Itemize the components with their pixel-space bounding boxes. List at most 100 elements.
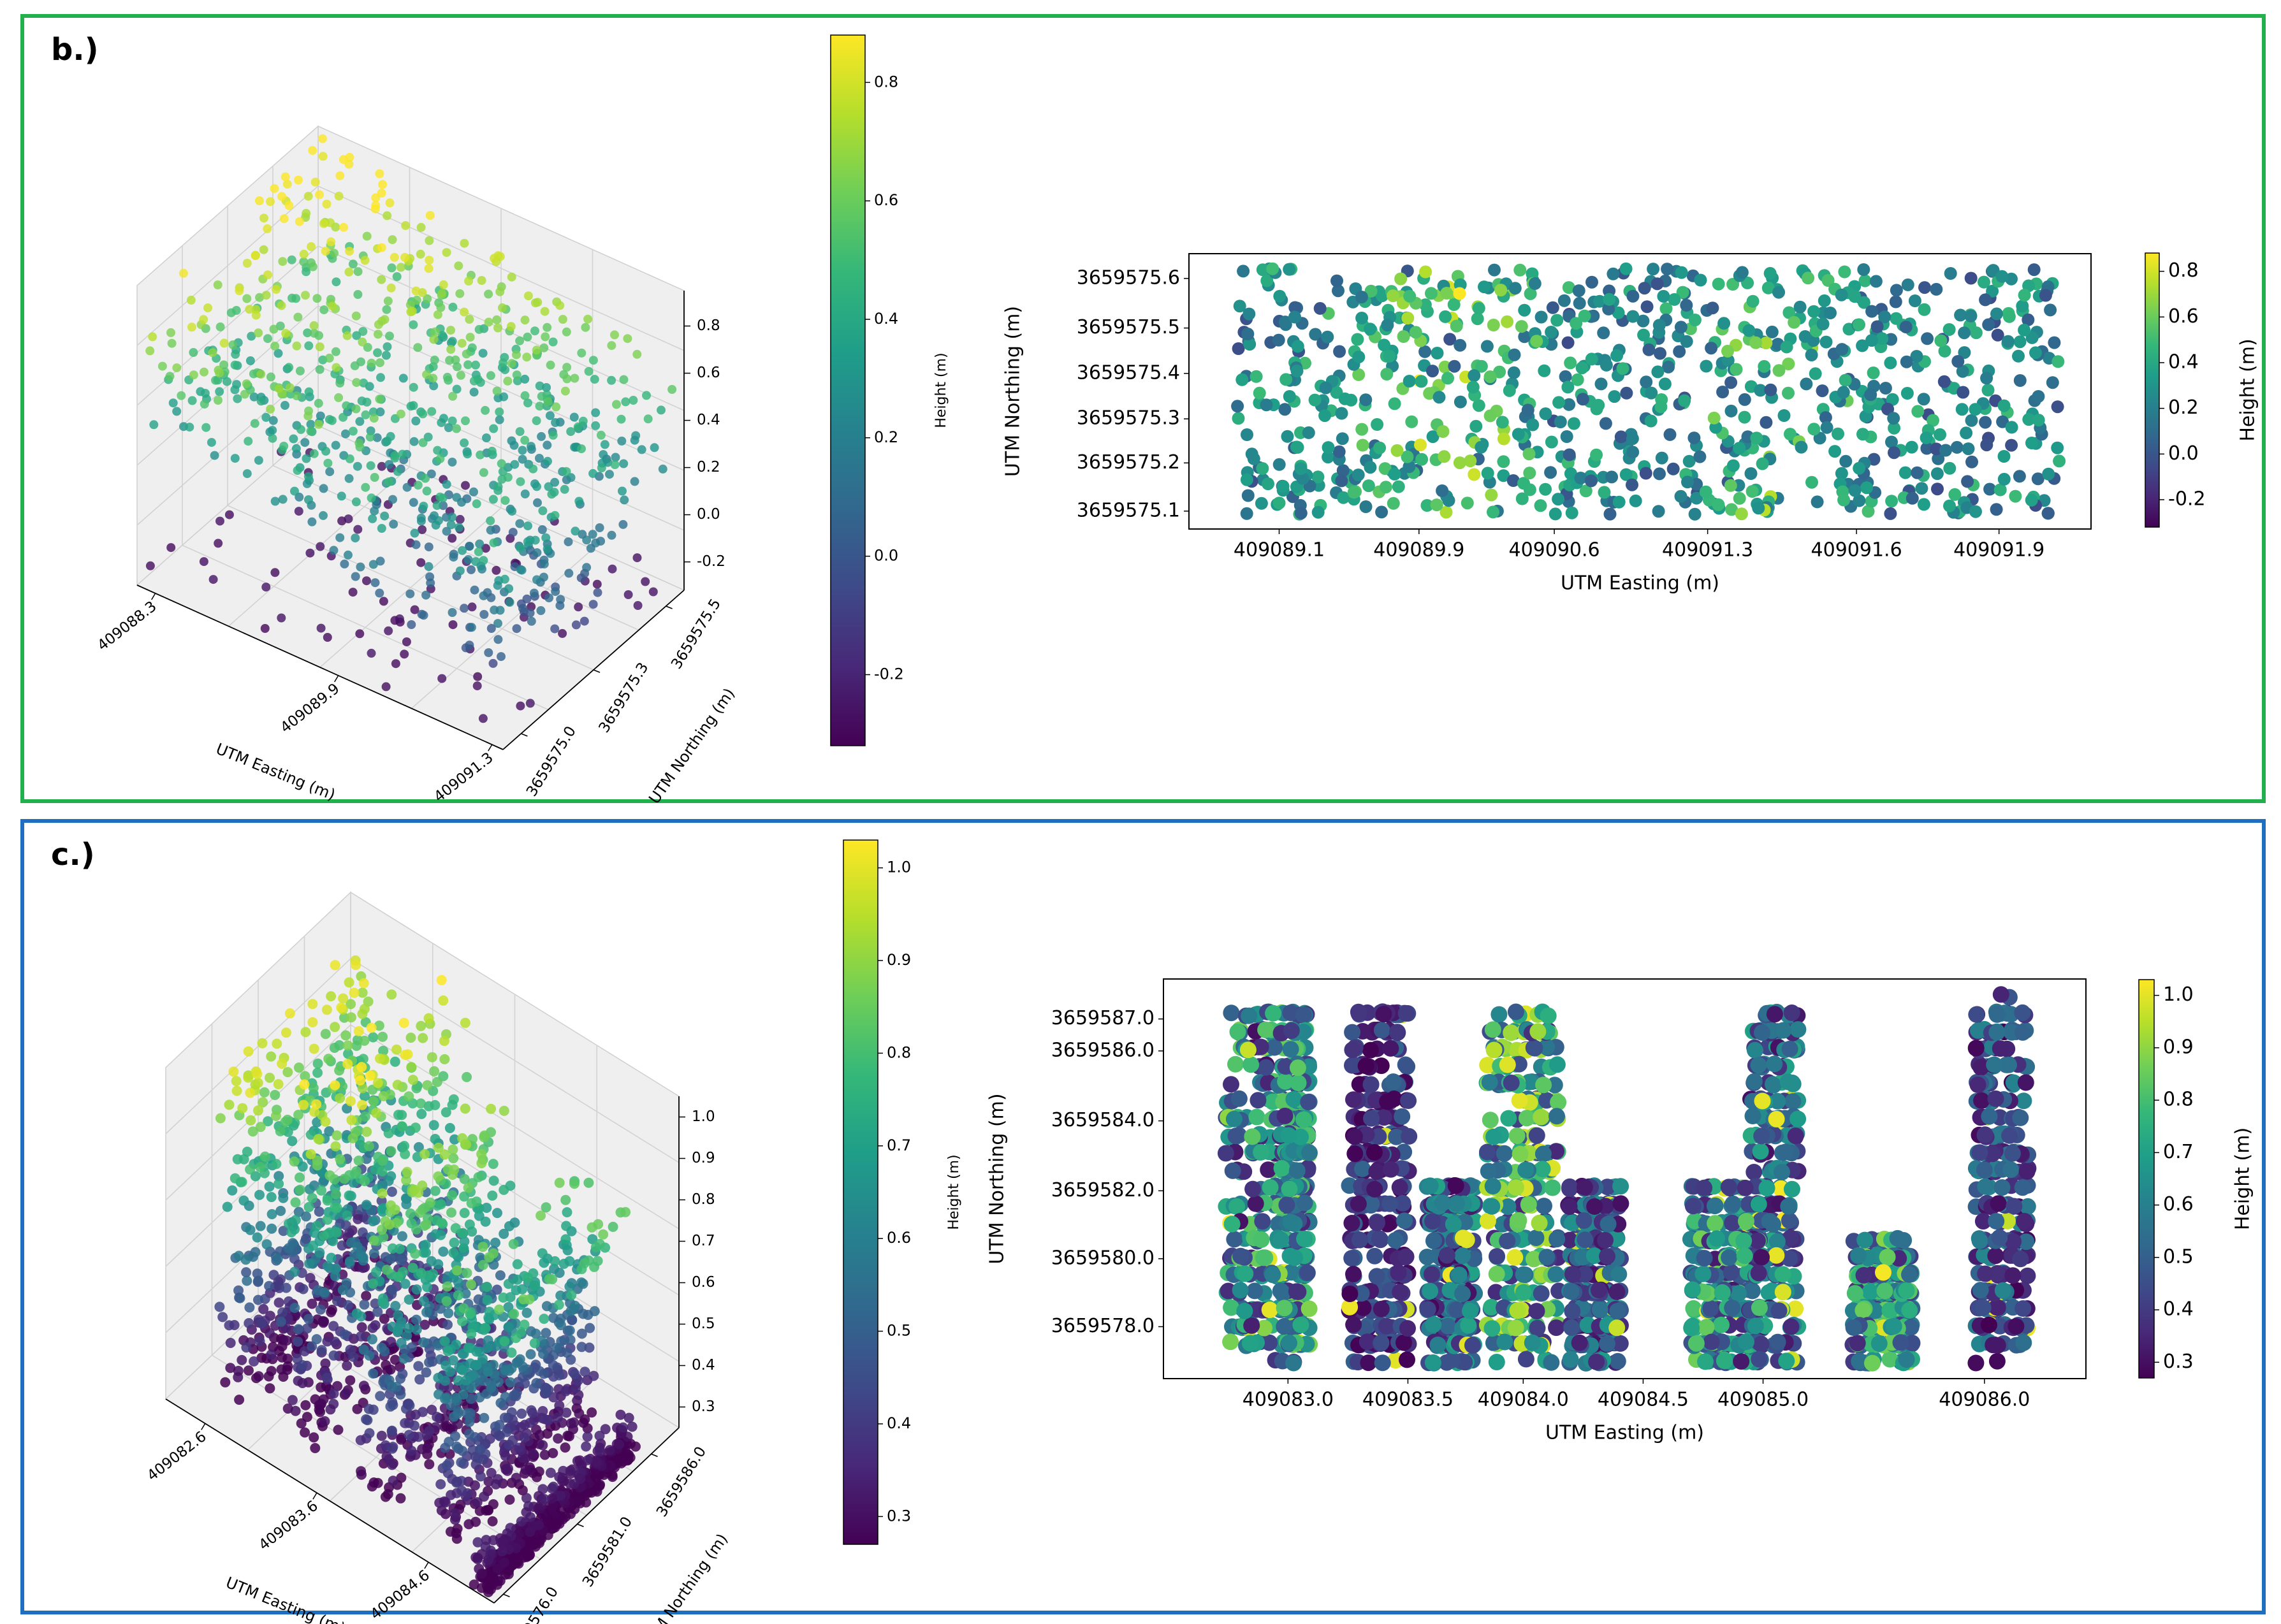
scatter-point [2048, 336, 2061, 349]
scatter-point [1805, 475, 1818, 489]
scatter-point [1574, 472, 1587, 484]
scatter-point [1655, 451, 1668, 465]
scatter-point [308, 1082, 319, 1093]
scatter-point [430, 355, 439, 365]
scatter-point [623, 334, 632, 344]
scatter-point [377, 1031, 388, 1042]
scatter-point [512, 1274, 523, 1285]
scatter-point [426, 469, 436, 479]
scatter-point [1889, 295, 1902, 308]
scatter-point [467, 1226, 477, 1237]
scatter-point [315, 342, 324, 352]
scatter-point [564, 537, 573, 547]
scatter-point [242, 379, 251, 389]
scatter-point [1552, 396, 1566, 409]
scatter-point [307, 242, 316, 251]
scatter-point [324, 353, 334, 363]
scatter-point [1590, 402, 1603, 416]
scatter-point [351, 960, 361, 970]
scatter-point [642, 391, 651, 400]
scatter-point [487, 1516, 498, 1526]
scatter-point [581, 1441, 592, 1452]
scatter-point [449, 1237, 460, 1248]
scatter-point [1499, 1198, 1517, 1215]
scatter-point [487, 1190, 498, 1201]
scatter-point [1693, 450, 1707, 463]
scatter-point [457, 338, 467, 348]
scatter-point [516, 477, 525, 486]
scatter-point [385, 1364, 396, 1375]
scatter-point [275, 1316, 286, 1327]
scatter-point [1616, 362, 1629, 375]
scatter-point [448, 416, 457, 426]
scatter-point [200, 367, 208, 377]
scatter-point [277, 192, 286, 201]
scatter-point [422, 486, 432, 496]
scatter-point [230, 385, 240, 395]
scatter-point [315, 1304, 326, 1315]
scatter-point [465, 542, 474, 551]
scatter-point [342, 1210, 353, 1221]
scatter-point [1431, 347, 1444, 359]
scatter-point [548, 1481, 558, 1492]
scatter-point [460, 1103, 470, 1114]
z-tick-label: 0.3 [692, 1398, 715, 1415]
scatter-point [339, 412, 348, 422]
y-axis-label: UTM Northing (m) [638, 1530, 731, 1624]
scatter-point [425, 236, 434, 245]
scatter-point [505, 1377, 516, 1388]
scatter-point [1478, 280, 1490, 294]
scatter-point [520, 374, 530, 384]
scatter-point [406, 402, 416, 411]
scatter-point [369, 414, 379, 423]
scatter-point [299, 1079, 310, 1090]
scatter-point [472, 1554, 483, 1565]
scatter-point [1517, 477, 1530, 490]
scatter-point [562, 1207, 572, 1217]
scatter-point [215, 516, 224, 526]
scatter-point [1798, 330, 1812, 343]
scatter-point [372, 1078, 383, 1089]
scatter-point [465, 315, 474, 324]
scatter-point [1513, 263, 1527, 277]
scatter-point [1969, 505, 1982, 518]
scatter-point [458, 546, 467, 555]
scatter-point [1942, 323, 1956, 336]
scatter-point [462, 1408, 472, 1419]
scatter-point [310, 1443, 321, 1453]
scatter-point [1856, 428, 1869, 441]
scatter-point [302, 1412, 312, 1423]
scatter-point [348, 1351, 359, 1362]
scatter-point [511, 1472, 521, 1483]
scatter-point [1943, 461, 1957, 475]
scatter-point [1483, 409, 1497, 423]
scatter-point [1600, 358, 1613, 372]
scatter-point [488, 1175, 499, 1186]
scatter-point [237, 1354, 247, 1365]
scatter-point [307, 1193, 317, 1203]
scatter-point [2053, 454, 2066, 468]
scatter-point [494, 1304, 504, 1315]
scatter-point [515, 336, 525, 345]
scatter-point [432, 501, 442, 511]
scatter-point [531, 1378, 542, 1388]
scatter-point [318, 152, 328, 161]
scatter-point [361, 1154, 372, 1164]
scatter-point [441, 1393, 452, 1403]
scatter-point [298, 1099, 309, 1110]
scatter-point [1508, 282, 1522, 295]
scatter-point [537, 1248, 548, 1259]
scatter-point [1521, 403, 1534, 417]
scatter-point [1944, 267, 1957, 280]
scatter-point [377, 1224, 388, 1235]
scatter-point [367, 1216, 378, 1227]
scatter-point [268, 433, 277, 443]
scatter-point [286, 1227, 297, 1238]
scatter-point [303, 1201, 314, 1212]
scatter-point [1730, 363, 1743, 376]
y-tick-label: 3659581.0 [579, 1514, 636, 1590]
scatter-point [472, 499, 481, 509]
scatter-point [1685, 1300, 1702, 1317]
scatter-point [469, 487, 478, 497]
scatter-point [605, 470, 614, 479]
